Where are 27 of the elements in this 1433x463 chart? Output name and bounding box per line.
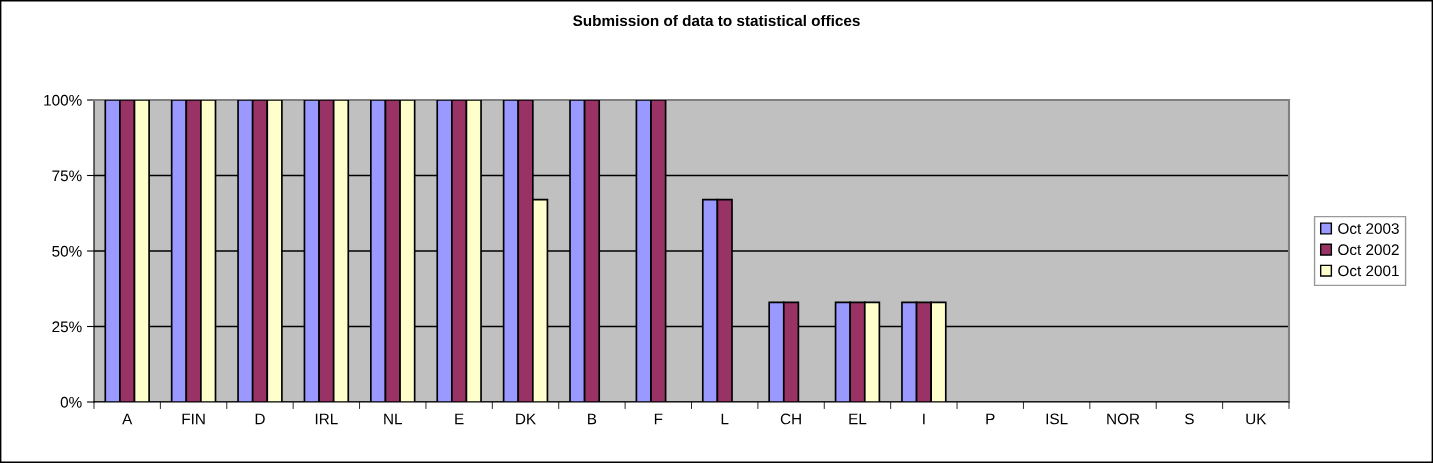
y-tick-label: 0% [60,396,82,408]
legend-label: Oct 2002 [1338,244,1399,256]
y-tick-label: 75% [52,170,82,182]
x-tick-label: FIN [182,413,205,425]
x-tick-label: I [923,413,925,425]
x-tick-label: L [721,413,729,425]
x-tick-label: B [588,413,597,425]
x-tick-label: P [986,413,995,425]
x-tick-label: NOR [1107,413,1140,425]
x-tick-label: A [122,413,133,425]
y-tick-label: 25% [52,321,82,333]
x-tick-label: E [455,413,464,425]
chart-title: Submission of data to statistical offices [573,14,860,27]
y-tick-label: 100% [44,94,82,106]
x-tick-label: DK [516,413,536,425]
x-tick-label: NL [384,413,403,425]
x-tick-label: F [654,413,663,425]
legend-label: Oct 2001 [1338,265,1399,277]
x-tick-label: UK [1246,413,1267,425]
x-tick-label: IRL [315,413,338,425]
legend-label: Oct 2003 [1338,223,1399,234]
x-tick-label: ISL [1046,413,1068,425]
y-tick-label: 50% [52,245,82,257]
x-tick-label: D [255,413,265,425]
x-tick-label: CH [780,413,801,425]
x-tick-label: S [1185,413,1194,425]
x-tick-label: EL [849,413,867,425]
